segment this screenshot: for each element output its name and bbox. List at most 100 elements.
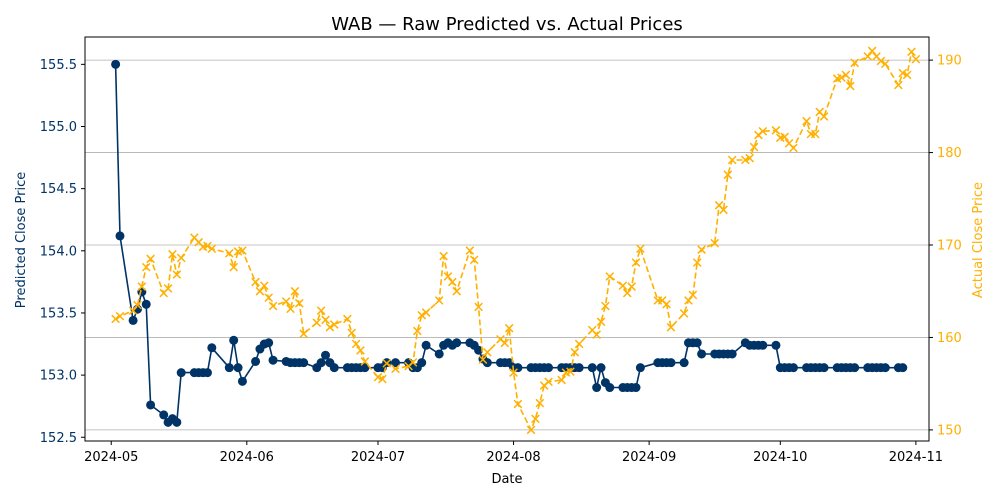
actual-point	[636, 244, 645, 254]
y-left-tick-label: 152.5	[40, 431, 77, 446]
actual-point	[723, 170, 733, 180]
predicted-point	[224, 363, 234, 373]
actual-point	[666, 322, 676, 332]
actual-point	[133, 300, 142, 310]
actual-point	[146, 254, 155, 264]
actual-point	[137, 282, 147, 291]
actual-point	[474, 302, 483, 312]
actual-point	[238, 246, 247, 255]
actual-point	[316, 306, 326, 315]
predicted-point	[417, 358, 427, 368]
actual-point	[482, 347, 492, 357]
actual-point	[819, 112, 829, 121]
actual-point	[837, 73, 846, 83]
x-tick-label: 2024-07	[351, 450, 405, 465]
actual-point	[172, 270, 182, 279]
actual-point	[434, 296, 444, 305]
actual-point	[688, 290, 698, 300]
actual-point	[176, 253, 186, 263]
actual-point	[876, 56, 886, 66]
predicted-point	[159, 410, 169, 420]
y-right-tick-label: 160	[937, 331, 962, 346]
actual-point	[618, 281, 628, 291]
predicted-point	[172, 417, 182, 427]
predicted-point	[452, 338, 462, 348]
actual-point	[290, 286, 300, 296]
actual-point	[469, 255, 479, 265]
actual-point	[351, 339, 361, 349]
predicted-point	[111, 59, 121, 69]
actual-point	[902, 70, 912, 80]
predicted-point	[605, 383, 615, 393]
predicted-point	[128, 315, 138, 325]
predicted-point	[819, 363, 829, 373]
actual-point	[622, 288, 632, 298]
predicted-point	[596, 363, 606, 373]
predicted-point	[666, 358, 676, 368]
y-left-tick-label: 155.5	[40, 58, 77, 73]
actual-point	[662, 299, 671, 309]
series-layer	[111, 46, 921, 435]
actual-point	[863, 52, 873, 61]
predicted-point	[758, 340, 768, 350]
predicted-point	[115, 231, 125, 241]
actual-point	[163, 284, 173, 293]
predicted-point	[898, 363, 908, 373]
actual-point	[727, 155, 737, 165]
actual-point	[391, 364, 400, 374]
actual-point	[911, 54, 921, 64]
actual-point	[259, 281, 269, 291]
gridlines	[85, 59, 929, 431]
predicted-point	[176, 368, 186, 378]
predicted-point	[692, 338, 702, 348]
actual-point	[373, 372, 383, 382]
actual-point	[802, 116, 811, 126]
actual-point	[679, 309, 689, 318]
actual-point	[465, 246, 475, 255]
actual-point	[168, 249, 177, 259]
actual-point	[224, 248, 234, 258]
actual-point	[592, 330, 601, 340]
actual-point	[684, 296, 693, 305]
actual-point	[347, 328, 357, 338]
x-tick-label: 2024-08	[486, 450, 540, 465]
actual-point	[382, 359, 392, 368]
actual-point	[745, 153, 755, 163]
actual-point	[631, 258, 641, 267]
actual-point	[780, 132, 790, 142]
actual-point	[251, 277, 260, 287]
x-tick-label: 2024-06	[220, 450, 274, 465]
actual-point	[439, 251, 448, 261]
y-right-tick-label: 170	[937, 239, 962, 254]
actual-point	[111, 314, 120, 324]
predicted-point	[544, 363, 554, 373]
actual-point	[509, 368, 518, 377]
predicted-point	[697, 349, 707, 359]
actual-point	[605, 272, 615, 281]
x-axis-label: Date	[491, 472, 522, 487]
actual-point	[115, 311, 125, 321]
actual-point	[845, 81, 855, 91]
actual-point	[286, 304, 295, 314]
actual-point	[566, 367, 575, 376]
actual-point	[413, 326, 422, 336]
actual-point	[907, 47, 916, 57]
y-left-tick-label: 154.5	[40, 182, 77, 197]
actual-point	[478, 355, 488, 364]
predicted-point	[635, 363, 645, 373]
actual-point	[443, 272, 453, 281]
actual-point	[771, 126, 781, 135]
actual-point	[741, 155, 750, 165]
y-axis-right-label: Actual Close Price	[971, 182, 986, 298]
predicted-point	[321, 350, 331, 360]
x-tick-label: 2024-05	[84, 450, 138, 465]
predicted-point	[727, 349, 737, 359]
actual-point	[692, 258, 702, 267]
y-right-tick-label: 190	[937, 54, 962, 69]
x-tick-label: 2024-10	[753, 450, 807, 465]
predicted-point	[850, 363, 860, 373]
y-axis-left: 152.5 153.0 153.5 154.0 154.5 155.0 155.5	[40, 58, 85, 446]
predicted-point	[631, 383, 641, 393]
predicted-point	[233, 363, 243, 373]
predicted-point	[482, 358, 492, 368]
